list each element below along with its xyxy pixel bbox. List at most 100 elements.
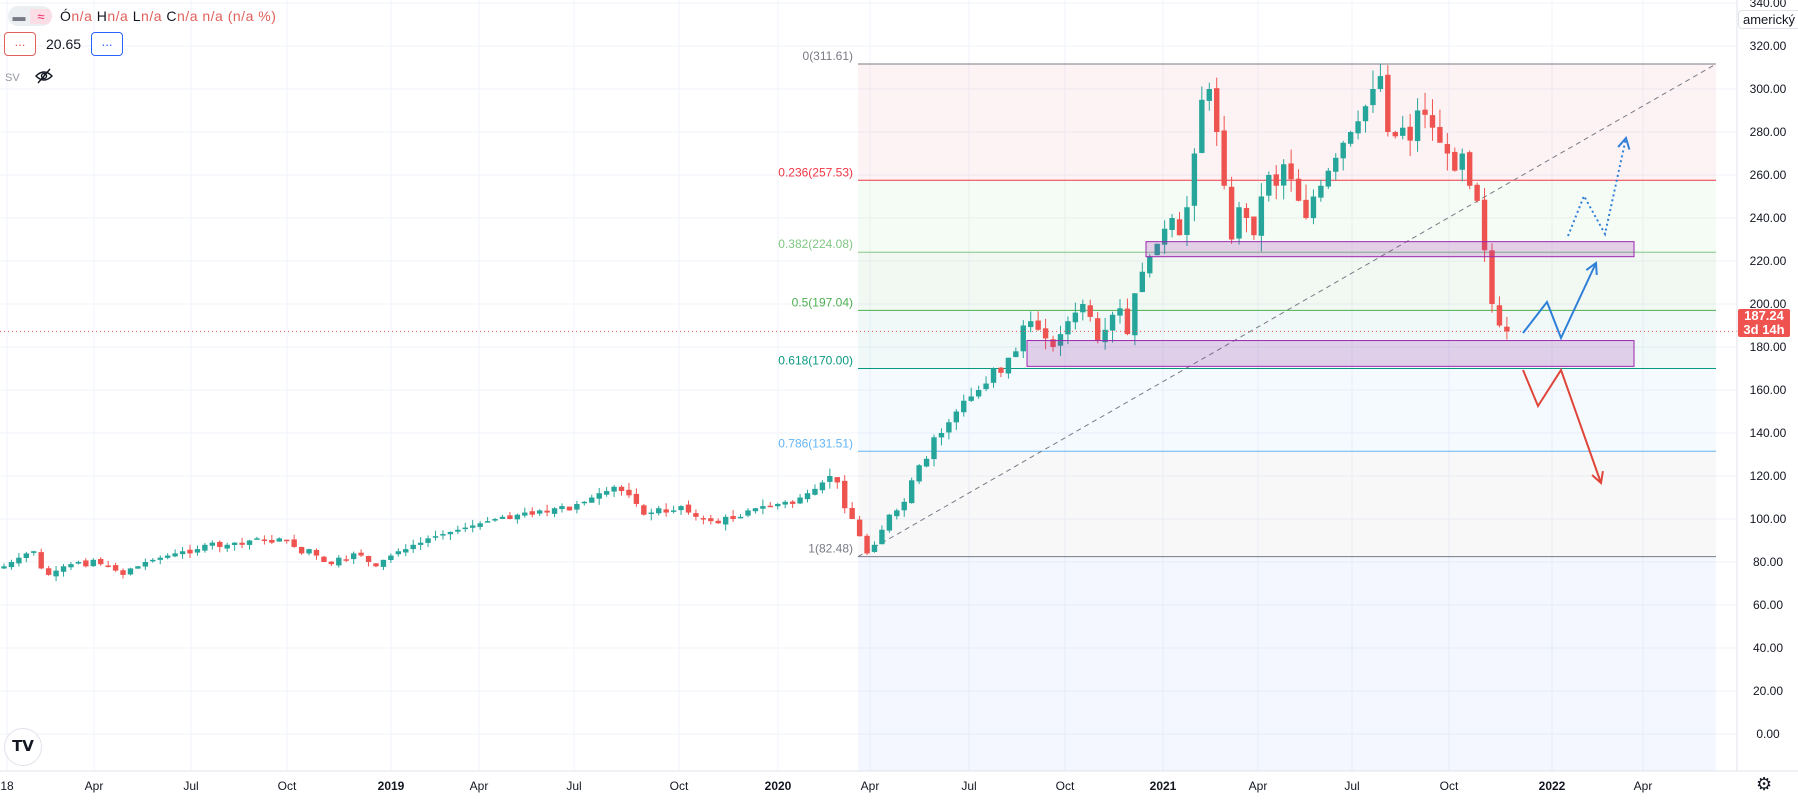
time-axis-label: Oct [278,779,297,793]
candle-body [737,516,744,519]
candle [1102,317,1108,350]
fib-level-label: 0.236(257.53) [778,165,853,179]
candle-body [536,510,543,514]
candle-body [291,539,297,547]
candle [1444,132,1451,171]
candle [1318,179,1324,202]
time-axis-label: Jul [1344,779,1359,793]
bearish-path-arrow [1522,367,1602,484]
candle-body [581,501,588,504]
candle-body [425,538,431,543]
candle-body [1400,127,1406,136]
time-axis-label: Oct [670,779,689,793]
candle-body [1489,250,1495,304]
candle [1117,299,1123,324]
candle [1132,293,1138,346]
candle-body [819,482,826,491]
candle-body [745,510,751,516]
sv-label: SV [5,71,20,84]
legend-toggle[interactable]: ▬ ≈ [8,6,52,26]
candle [633,488,640,507]
minus-icon[interactable]: ▬ [12,8,26,24]
candle [120,568,126,579]
candle-body [150,559,156,562]
candle-body [589,497,595,503]
indicator-settings-button[interactable]: ... [4,32,36,56]
candle [775,502,781,510]
candle [380,559,387,571]
candle-body [1161,228,1168,245]
candle [685,500,692,515]
eye-off-icon[interactable] [34,68,54,87]
candle-body [142,562,149,567]
candle-body [373,563,379,567]
candle-body [1132,293,1138,336]
candle [1087,299,1093,322]
tradingview-logo[interactable]: 𝗧𝗩 [4,728,42,766]
candle [908,477,915,504]
candle-body [447,531,454,535]
indicator-more-button[interactable]: ... [91,32,124,56]
candle-body [269,539,275,543]
price-axis-label: 140.00 [1750,426,1787,440]
candle [1251,216,1257,240]
candle-body [544,510,550,513]
candle [1422,92,1428,129]
candle-body [797,497,803,504]
candle [1280,159,1287,200]
candle [1013,347,1019,358]
candle-body [336,557,342,566]
grid [0,0,1737,771]
candle-body [313,549,320,556]
gear-icon[interactable]: ⚙ [1756,774,1773,794]
candle [834,477,840,489]
candle-body [1504,326,1510,332]
candle [819,480,826,494]
candle-body [1258,196,1265,236]
candle [916,464,922,485]
candle [1310,189,1317,225]
candle-body [231,542,238,545]
candle-body [53,570,59,577]
candle [440,530,446,540]
candle [1176,211,1183,236]
candle [373,563,379,568]
candle-body [871,544,878,552]
candle-body [8,562,15,568]
candle [1437,109,1443,143]
low-value: n/a [141,8,162,24]
currency-dropdown[interactable]: americký [1738,10,1798,29]
candle-body [953,411,960,423]
fib-band [858,451,1716,557]
fib-level-label: 0.618(170.00) [778,354,853,368]
candle [499,514,506,520]
candle-body [975,390,982,397]
candle-body [350,553,357,560]
candle [75,560,82,565]
candle [127,567,134,576]
candle-body [1452,151,1458,171]
time-axis-label: Apr [470,779,489,793]
bullish-path-arrow-head [1585,261,1598,276]
candle-body [693,513,699,517]
candle-body [477,523,483,527]
candle [901,498,907,517]
candle [670,505,677,514]
price-axis [1737,0,1798,800]
candle [432,530,439,541]
candle-body [1072,312,1079,323]
candle [403,544,409,557]
candle-body [1429,115,1436,128]
candle [254,536,260,540]
candle-body [1414,110,1421,142]
candle [559,503,565,513]
candle [60,564,67,577]
candle-body [157,557,163,560]
candle-body [901,501,907,511]
candle [737,513,744,519]
current-price-tag: 187.24 3d 14h [1738,309,1790,337]
candle [975,385,982,399]
candle [239,537,245,549]
wave-icon[interactable]: ≈ [30,8,52,24]
